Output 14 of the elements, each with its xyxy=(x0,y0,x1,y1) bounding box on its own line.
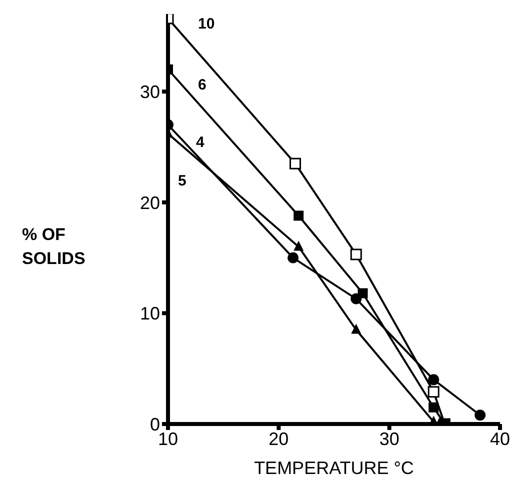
y-tick-label: 0 xyxy=(150,414,160,434)
x-tick-label: 40 xyxy=(490,428,510,449)
x-tick-label: 20 xyxy=(268,428,289,449)
series-label: 10 xyxy=(198,15,215,32)
y-tick-label: 10 xyxy=(140,304,160,324)
y-axis-title: % OF SOLIDS xyxy=(22,224,86,270)
y-tick-label: 30 xyxy=(140,82,160,102)
series-label: 6 xyxy=(198,76,206,94)
series-label: 4 xyxy=(196,134,205,151)
y-tick-label: 20 xyxy=(140,192,160,213)
series-label: 5 xyxy=(178,172,186,190)
x-tick-label: 10 xyxy=(158,428,178,449)
x-tick-label: 30 xyxy=(379,428,400,449)
x-axis-title: TEMPERATURE °C xyxy=(254,458,414,478)
